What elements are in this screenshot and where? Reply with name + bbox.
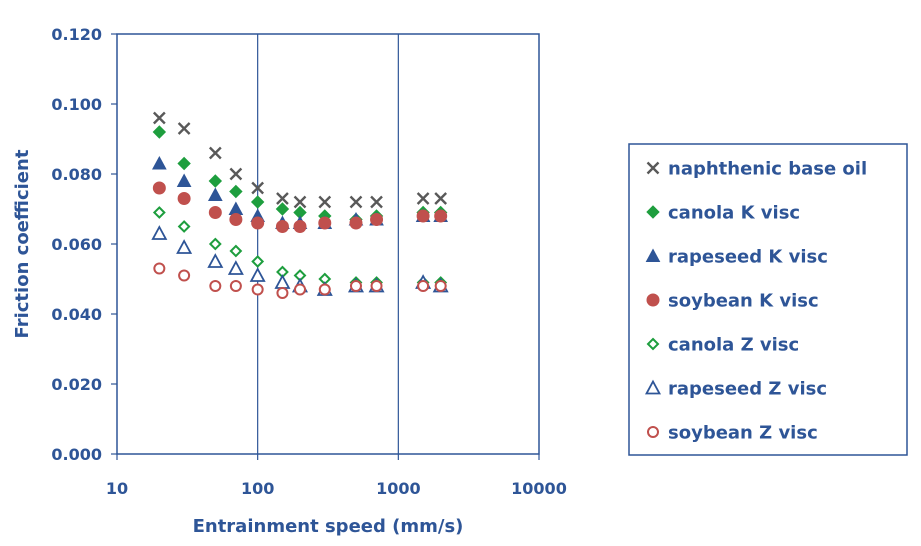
data-point (177, 156, 191, 171)
y-tick-label: 0.000 (51, 445, 102, 464)
data-point (151, 225, 168, 240)
data-point (227, 260, 244, 275)
data-point (177, 192, 191, 205)
grid (111, 33, 540, 460)
legend-marker (646, 161, 660, 175)
data-point (370, 280, 383, 292)
data-point (178, 269, 191, 282)
data-point (275, 202, 290, 216)
data-point (176, 239, 193, 254)
data-point (208, 146, 222, 160)
data-point (349, 216, 363, 230)
data-point (208, 206, 222, 219)
data-point (434, 192, 448, 205)
series-3 (152, 181, 448, 233)
legend-box (628, 143, 908, 456)
data-marks (151, 111, 449, 299)
data-point (176, 173, 192, 188)
data-point (318, 216, 332, 230)
data-point (349, 195, 363, 209)
y-tick-label: 0.080 (51, 165, 102, 184)
data-point (293, 195, 307, 209)
data-point (417, 280, 430, 292)
legend-marker (646, 205, 660, 219)
series-6 (153, 262, 447, 299)
data-point (434, 209, 448, 223)
data-point (251, 181, 265, 195)
data-point (152, 155, 167, 170)
data-point (349, 280, 362, 292)
x-tick-label: 10000 (511, 479, 567, 498)
data-point (370, 213, 384, 226)
x-tick-label: 10 (106, 479, 128, 498)
data-point (208, 237, 222, 251)
data-point (229, 213, 243, 226)
data-point (416, 209, 430, 223)
legend-label: rapeseed K visc (668, 247, 828, 268)
y-tick-label: 0.040 (51, 305, 102, 324)
y-tick-label: 0.100 (51, 95, 102, 114)
data-point (294, 283, 307, 296)
plot-area (116, 33, 540, 455)
tick-labels: 10 100 1000 10000 0.000 0.020 0.040 0.060 0.080 0… (51, 25, 566, 498)
data-point (229, 184, 243, 199)
y-axis-title: Friction coefficient (12, 149, 33, 338)
legend-marker (644, 379, 662, 395)
legend-label: rapeseed Z visc (668, 379, 827, 400)
data-point (207, 253, 224, 268)
x-tick-label: 100 (241, 479, 274, 498)
data-point (177, 220, 191, 233)
x-axis-title: Entrainment speed (mm/s) (193, 516, 464, 537)
data-point (209, 280, 222, 292)
y-tick-label: 0.060 (51, 235, 102, 254)
y-tick-label: 0.020 (51, 375, 102, 394)
data-point (416, 192, 430, 205)
data-point (152, 125, 167, 139)
data-point (293, 220, 307, 233)
data-point (318, 283, 331, 296)
legend: naphthenic base oil canola K visc rapeseed… (644, 159, 867, 444)
data-point (251, 283, 264, 296)
data-point (152, 181, 166, 195)
data-point (370, 195, 383, 209)
legend-label: canola K visc (668, 203, 800, 224)
legend-label: soybean Z visc (668, 423, 818, 444)
legend-label: canola Z visc (668, 335, 799, 356)
data-point (276, 287, 289, 299)
data-point (229, 244, 243, 258)
data-point (249, 267, 266, 282)
series-0 (152, 111, 448, 209)
legend-label: soybean K visc (668, 291, 819, 312)
data-point (153, 262, 166, 275)
x-tick-label: 1000 (376, 479, 421, 498)
data-point (318, 195, 332, 209)
data-point (207, 187, 223, 202)
data-point (434, 280, 447, 292)
legend-marker (646, 337, 660, 351)
legend-marker (645, 248, 661, 263)
data-point (152, 206, 166, 219)
data-point (276, 192, 289, 205)
legend-label: naphthenic base oil (668, 159, 867, 180)
data-point (275, 220, 289, 233)
data-point (229, 167, 243, 181)
data-point (152, 111, 166, 125)
data-point (250, 195, 265, 209)
data-point (251, 255, 265, 268)
legend-marker (647, 426, 659, 438)
data-point (177, 122, 191, 135)
legend-marker (646, 293, 660, 307)
data-point (229, 280, 242, 292)
data-point (251, 216, 265, 230)
data-point (208, 174, 223, 188)
y-tick-label: 0.120 (51, 25, 102, 44)
